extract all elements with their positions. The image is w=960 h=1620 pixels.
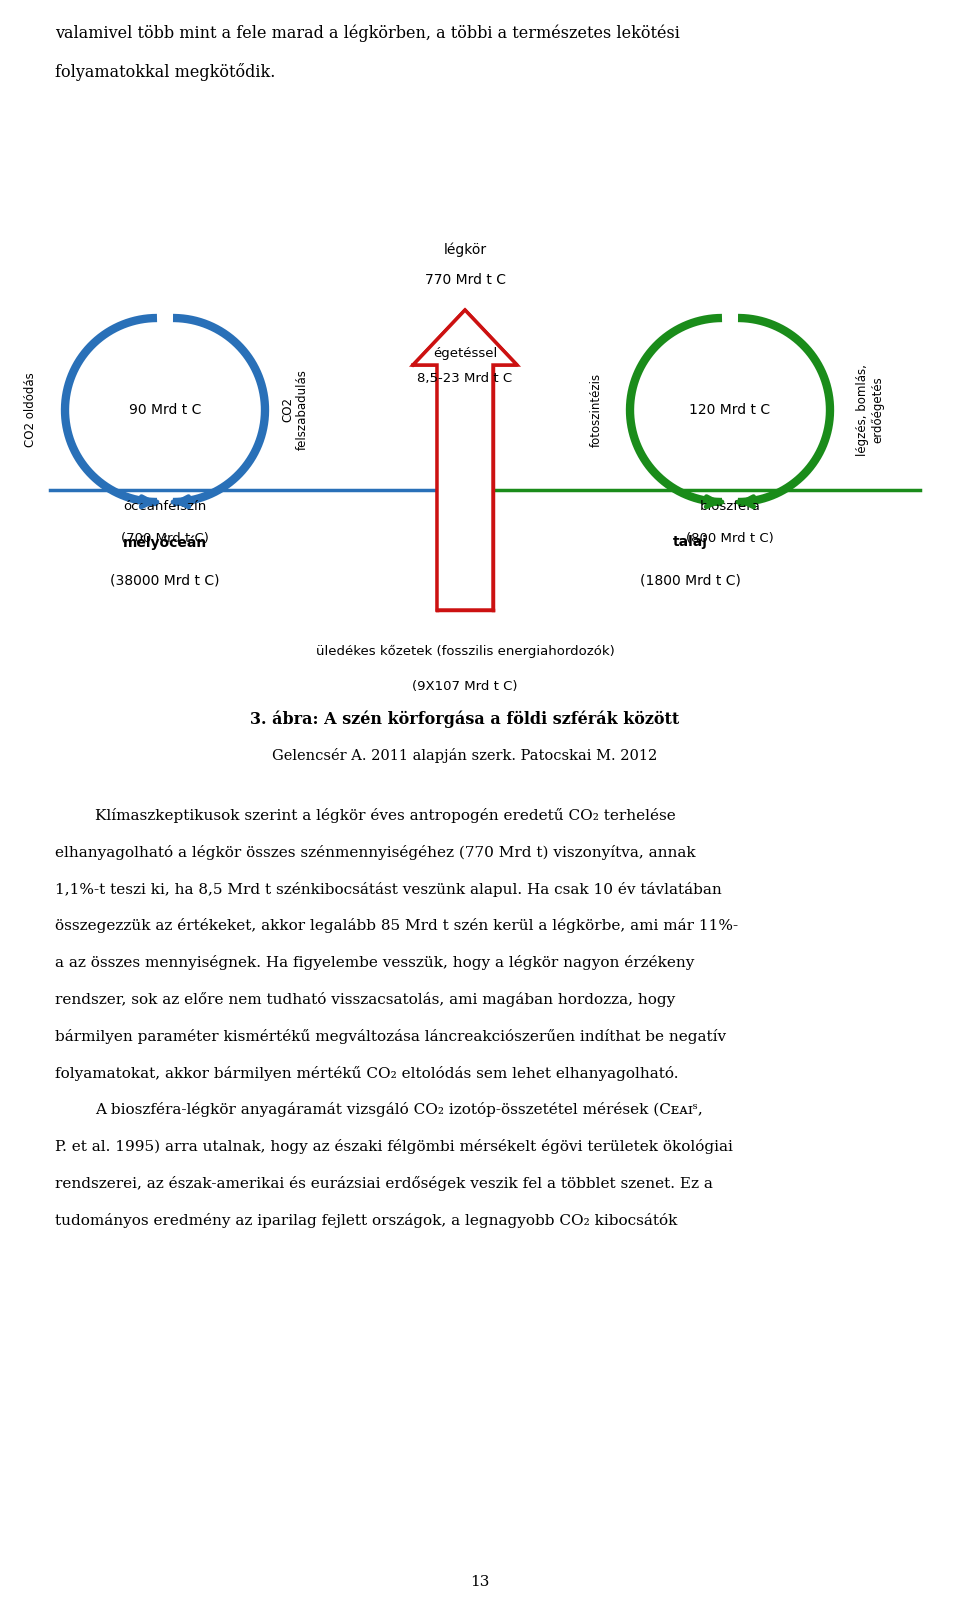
Polygon shape (413, 309, 517, 611)
Text: 1,1%-t teszi ki, ha 8,5 Mrd t szénkibocsátást veszünk alapul. Ha csak 10 év távl: 1,1%-t teszi ki, ha 8,5 Mrd t szénkibocs… (55, 881, 722, 896)
Text: fotoszintézis: fotoszintézis (589, 373, 603, 447)
Text: CO2 oldódás: CO2 oldódás (25, 373, 37, 447)
Text: CO2
felszabadulás: CO2 felszabadulás (281, 369, 309, 450)
Text: valamivel több mint a fele marad a légkörben, a többi a természetes lekötési: valamivel több mint a fele marad a légkö… (55, 24, 680, 42)
Text: 120 Mrd t C: 120 Mrd t C (689, 403, 771, 416)
Text: (38000 Mrd t C): (38000 Mrd t C) (110, 573, 220, 586)
Text: rendszer, sok az előre nem tudható visszacsatolás, ami magában hordozza, hogy: rendszer, sok az előre nem tudható vissz… (55, 991, 675, 1008)
Text: összegezzük az értékeket, akkor legalább 85 Mrd t szén kerül a légkörbe, ami már: összegezzük az értékeket, akkor legalább… (55, 919, 738, 933)
Text: (1800 Mrd t C): (1800 Mrd t C) (639, 573, 740, 586)
Text: 13: 13 (470, 1575, 490, 1589)
Text: Klímaszkeptikusok szerint a légkör éves antropogén eredetű CO₂ terhelése: Klímaszkeptikusok szerint a légkör éves … (95, 808, 676, 823)
Text: bioszféra: bioszféra (700, 501, 760, 514)
Text: elhanyagolható a légkör összes szénmennyiségéhez (770 Mrd t) viszonyítva, annak: elhanyagolható a légkör összes szénmenny… (55, 844, 696, 860)
Text: a az összes mennyiségnek. Ha figyelembe vesszük, hogy a légkör nagyon érzékeny: a az összes mennyiségnek. Ha figyelembe … (55, 956, 694, 970)
Text: Gelencsér A. 2011 alapján szerk. Patocskai M. 2012: Gelencsér A. 2011 alapján szerk. Patocsk… (273, 748, 658, 763)
Text: óceánfelszín: óceánfelszín (124, 501, 206, 514)
Text: mélyóceán: mélyóceán (123, 535, 207, 549)
Text: folyamatokkal megkötődik.: folyamatokkal megkötődik. (55, 63, 276, 81)
Text: 3. ábra: A szén körforgása a földi szférák között: 3. ábra: A szén körforgása a földi szfér… (251, 710, 680, 727)
Text: folyamatokat, akkor bármilyen mértékű CO₂ eltolódás sem lehet elhanyagolható.: folyamatokat, akkor bármilyen mértékű CO… (55, 1066, 679, 1081)
Text: bármilyen paraméter kismértékű megváltozása láncreakciószerűen indíthat be negat: bármilyen paraméter kismértékű megváltoz… (55, 1029, 726, 1043)
Text: A bioszféra-légkör anyagáramát vizsgáló CO₂ izotóp-összetétel mérések (Cᴇᴀɪˢ,: A bioszféra-légkör anyagáramát vizsgáló … (95, 1102, 703, 1118)
Text: égetéssel: égetéssel (433, 347, 497, 360)
Text: 90 Mrd t C: 90 Mrd t C (129, 403, 202, 416)
Text: P. et al. 1995) arra utalnak, hogy az északi félgömbi mérsékelt égövi területek : P. et al. 1995) arra utalnak, hogy az és… (55, 1139, 732, 1153)
Text: 770 Mrd t C: 770 Mrd t C (424, 274, 506, 287)
Text: üledékes kőzetek (fosszilis energiahordozók): üledékes kőzetek (fosszilis energiahordo… (316, 645, 614, 658)
Text: légkör: légkör (444, 243, 487, 258)
Text: (9X107 Mrd t C): (9X107 Mrd t C) (412, 680, 517, 693)
Text: légzés, bomlás,
erdőégetés: légzés, bomlás, erdőégetés (856, 364, 884, 455)
Text: talaj: talaj (673, 535, 708, 549)
Text: tudományos eredmény az iparilag fejlett országok, a legnagyobb CO₂ kibocsátók: tudományos eredmény az iparilag fejlett … (55, 1213, 678, 1228)
Text: rendszerei, az észak-amerikai és eurázsiai erdőségek veszik fel a többlet szenet: rendszerei, az észak-amerikai és eurázsi… (55, 1176, 713, 1191)
Text: 8,5-23 Mrd t C: 8,5-23 Mrd t C (418, 373, 513, 386)
Text: (800 Mrd t C): (800 Mrd t C) (686, 531, 774, 544)
Text: (700 Mrd t C): (700 Mrd t C) (121, 531, 209, 544)
